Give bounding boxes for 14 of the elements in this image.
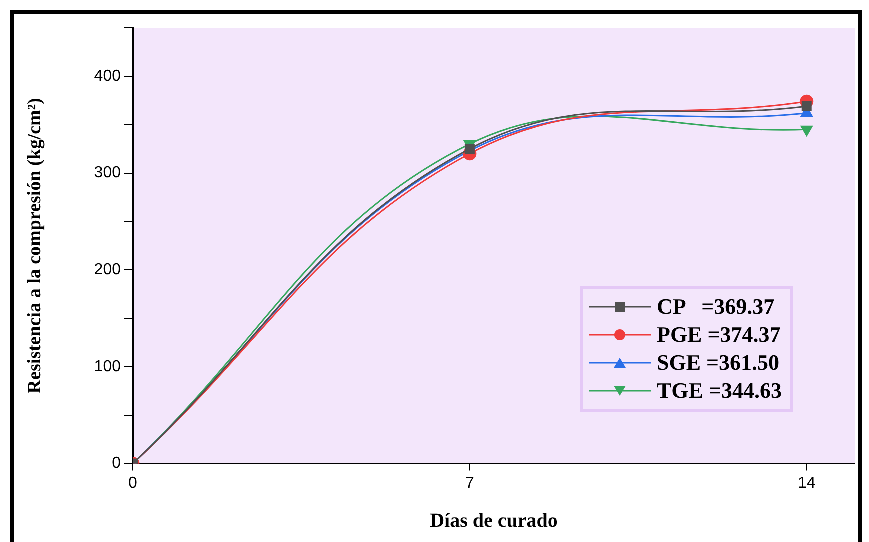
y-tick-label: 100: [94, 358, 122, 376]
y-tick-label: 0: [112, 455, 122, 472]
x-axis-title: Días de curado: [430, 510, 558, 532]
y-tick-label: 300: [94, 164, 122, 182]
legend-label: TGE =344.63: [657, 378, 782, 404]
x-tick-label: 0: [128, 474, 138, 492]
x-tick-label: 7: [465, 474, 474, 492]
y-axis-title: Resistencia a la compresión (kg/cm²): [24, 98, 46, 394]
x-tick-label: 14: [798, 474, 816, 492]
y-tick-label: 400: [94, 68, 122, 85]
legend-label: SGE =361.50: [657, 350, 780, 376]
legend-label: CP =369.37: [657, 294, 775, 320]
y-tick-label: 200: [94, 262, 122, 279]
legend-label: PGE =374.37: [657, 322, 781, 348]
